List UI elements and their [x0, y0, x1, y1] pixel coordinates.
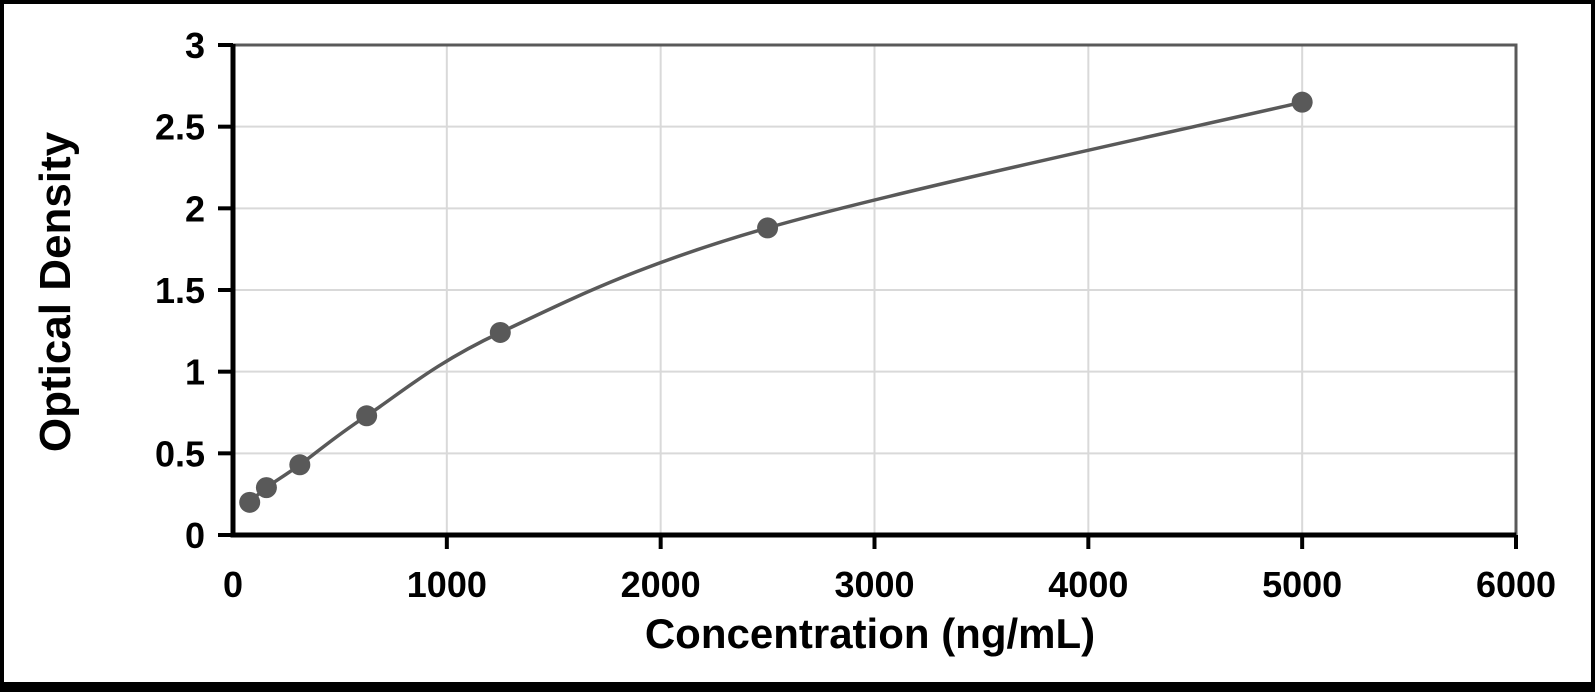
y-tick-label: 1	[185, 352, 205, 393]
x-tick-label: 5000	[1262, 564, 1342, 605]
x-tick-label: 1000	[407, 564, 487, 605]
data-point-marker	[757, 217, 779, 239]
data-point-marker	[239, 491, 261, 513]
x-axis-title: Concentration (ng/mL)	[644, 610, 1096, 657]
y-tick-label: 2.5	[155, 107, 205, 148]
data-point-marker	[1291, 91, 1313, 113]
x-tick-label: 6000	[1476, 564, 1556, 605]
x-tick-label: 4000	[1048, 564, 1128, 605]
y-tick-label: 0.5	[155, 433, 205, 474]
y-tick-label: 1.5	[155, 270, 205, 311]
standard-curve-chart: 0 0.5 1 1.5 2 2.5 3 0 1000 2000 3000 4000 5000 6000 O…	[4, 4, 1591, 682]
trend-line	[247, 100, 1304, 505]
x-tick-label: 2000	[621, 564, 701, 605]
data-point-marker	[489, 321, 511, 343]
plot-area: 0 0.5 1 1.5 2 2.5 3 0 1000 2000 3000 4000 5000 6000	[155, 25, 1556, 605]
y-axis-title: Optical Density	[31, 131, 80, 453]
x-tick-label: 0	[223, 564, 243, 605]
data-point-marker	[356, 405, 378, 427]
y-tick-label: 0	[185, 515, 205, 556]
data-point-marker	[289, 454, 311, 476]
y-tick-label: 3	[185, 25, 205, 66]
x-tick-label: 3000	[834, 564, 914, 605]
y-tick-label: 2	[185, 188, 205, 229]
data-point-marker	[255, 477, 277, 499]
